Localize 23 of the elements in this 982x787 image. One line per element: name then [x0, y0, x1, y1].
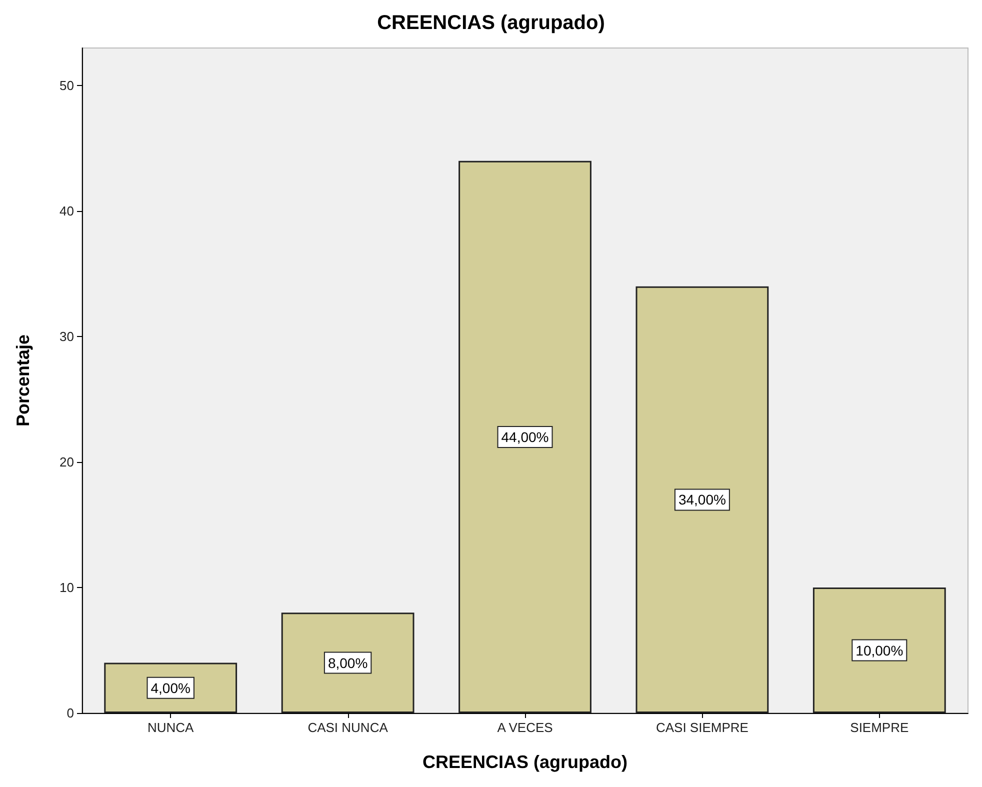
- x-tick-label: CASI SIEMPRE: [656, 720, 749, 735]
- chart-title: CREENCIAS (agrupado): [377, 12, 605, 34]
- y-tick-label: 20: [60, 454, 74, 470]
- x-tick-label: NUNCA: [147, 720, 194, 735]
- data-label: 8,00%: [328, 654, 368, 671]
- y-tick-label: 10: [60, 580, 74, 596]
- data-label: 10,00%: [856, 642, 904, 658]
- data-label: 44,00%: [501, 428, 549, 445]
- y-tick-label: 40: [60, 204, 74, 219]
- data-label: 34,00%: [678, 492, 726, 508]
- y-axis-title: Porcentaje: [13, 334, 33, 427]
- bar: [812, 588, 946, 713]
- y-tick-label: 50: [60, 78, 74, 94]
- x-tick-label: A VECES: [497, 720, 554, 735]
- data-label: 4,00%: [150, 680, 190, 696]
- x-axis-title: CREENCIAS (agrupado): [422, 752, 628, 772]
- y-tick-label: 30: [60, 329, 74, 344]
- bar: [636, 286, 769, 713]
- bar: [281, 612, 414, 713]
- x-tick-label: SIEMPRE: [850, 720, 909, 735]
- y-tick-label: 0: [66, 706, 74, 720]
- x-tick-label: CASI NUNCA: [308, 720, 388, 735]
- bar: [458, 160, 592, 713]
